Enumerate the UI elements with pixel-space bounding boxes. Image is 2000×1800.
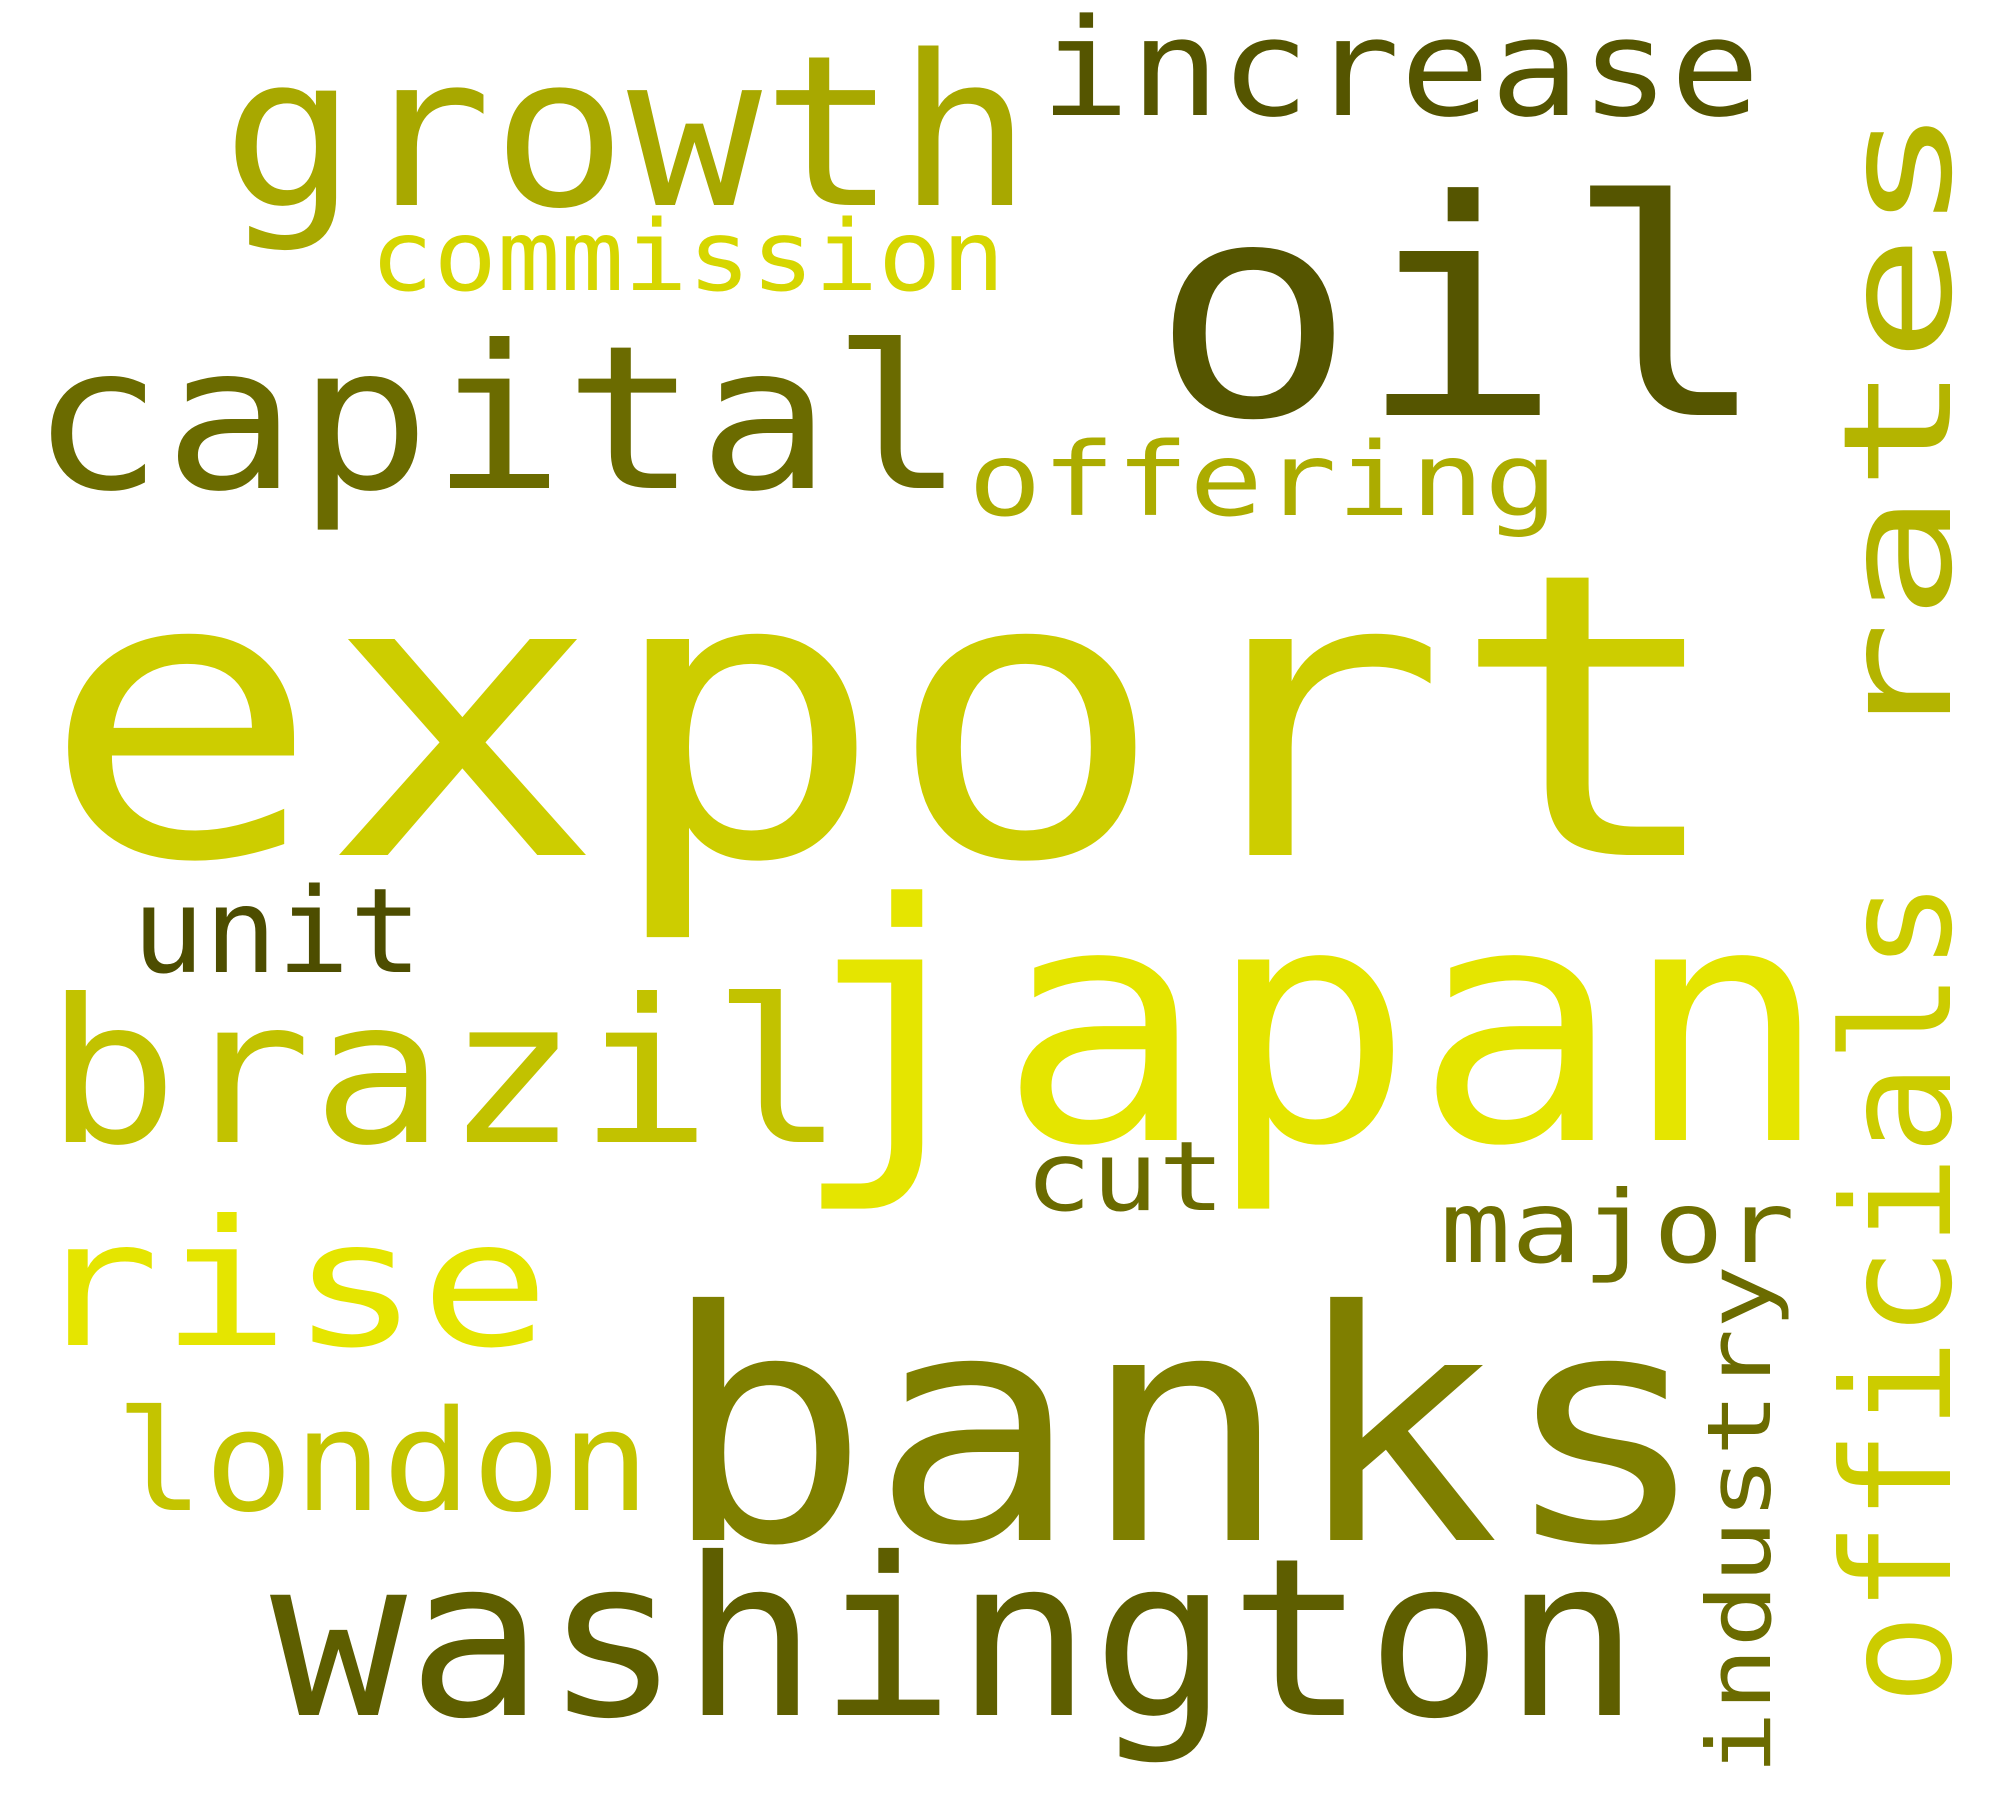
word-commission: commission: [370, 200, 1005, 314]
word-officials: officials: [1812, 880, 1986, 1705]
word-rise: rise: [30, 1184, 550, 1387]
word-japan: japan: [790, 834, 1830, 1218]
word-london: london: [115, 1381, 650, 1544]
word-major: major: [1440, 1169, 1795, 1286]
word-export: export: [40, 489, 1730, 949]
word-cut: cut: [1025, 1121, 1225, 1233]
word-oil: oil: [1150, 137, 1770, 486]
word-industry: industry: [1688, 1265, 1791, 1775]
word-brazil: brazil: [45, 957, 845, 1190]
word-unit: unit: [132, 862, 422, 1000]
word-offering: offering: [968, 421, 1558, 540]
word-washington: washington: [270, 1511, 1640, 1767]
word-rates: rates: [1812, 105, 1986, 750]
word-capital: capital: [30, 303, 965, 536]
word-banks: banks: [660, 1244, 1710, 1616]
word-increase: increase: [1040, 0, 1760, 147]
word-growth: growth: [222, 10, 1032, 255]
